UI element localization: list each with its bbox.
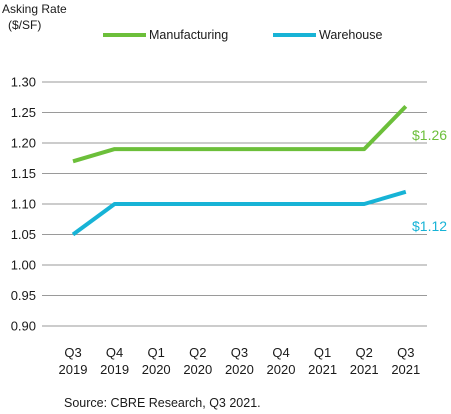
x-tick-label-quarter: Q1 [148, 345, 165, 360]
y-tick-label: 1.30 [11, 75, 36, 90]
y-tick-label: 0.90 [11, 319, 36, 334]
x-tick-label-year: 2020 [225, 362, 254, 377]
legend-label-warehouse: Warehouse [319, 28, 383, 42]
series-line-manufacturing [72, 105, 408, 164]
end-label-manufacturing: $1.26 [412, 127, 447, 143]
series-lines [71, 105, 408, 237]
y-tick-label: 1.15 [11, 166, 36, 181]
source-note: Source: CBRE Research, Q3 2021. [64, 396, 261, 410]
y-axis-label-line1: Asking Rate [2, 2, 67, 16]
series-line-warehouse [71, 189, 407, 237]
x-tick-label-quarter: Q3 [231, 345, 248, 360]
x-tick-label-year: 2021 [350, 362, 379, 377]
x-tick-label-year: 2020 [142, 362, 171, 377]
x-tick-label-quarter: Q1 [314, 345, 331, 360]
y-axis-ticks: 0.90 0.95 1.00 1.05 1.10 1.15 1.20 1.25 1.30 [11, 75, 36, 334]
y-tick-label: 0.95 [11, 288, 36, 303]
legend-label-manufacturing: Manufacturing [149, 28, 228, 42]
x-tick-label-quarter: Q2 [356, 345, 373, 360]
x-tick-label-quarter: Q4 [106, 345, 123, 360]
x-tick-label-quarter: Q3 [397, 345, 414, 360]
x-tick-label-year: 2021 [308, 362, 337, 377]
x-tick-label-quarter: Q4 [272, 345, 289, 360]
x-tick-label-quarter: Q3 [64, 345, 81, 360]
x-tick-label-year: 2019 [59, 362, 88, 377]
gridlines [42, 81, 427, 327]
y-tick-label: 1.25 [11, 105, 36, 120]
x-tick-label-year: 2020 [183, 362, 212, 377]
y-tick-label: 1.10 [11, 197, 36, 212]
legend: Manufacturing Warehouse [103, 28, 383, 42]
end-label-warehouse: $1.12 [412, 218, 447, 234]
x-tick-label-year: 2021 [391, 362, 420, 377]
x-tick-label-year: 2019 [100, 362, 129, 377]
y-tick-label: 1.05 [11, 227, 36, 242]
y-tick-label: 1.20 [11, 136, 36, 151]
x-axis-ticks: Q3 2019 Q4 2019 Q1 2020 Q2 2020 Q3 2020 Q4 2020 Q1 20… [59, 345, 421, 377]
y-axis-label-line2: ($/SF) [8, 18, 41, 32]
y-tick-label: 1.00 [11, 258, 36, 273]
x-tick-label-year: 2020 [267, 362, 296, 377]
x-tick-label-quarter: Q2 [189, 345, 206, 360]
